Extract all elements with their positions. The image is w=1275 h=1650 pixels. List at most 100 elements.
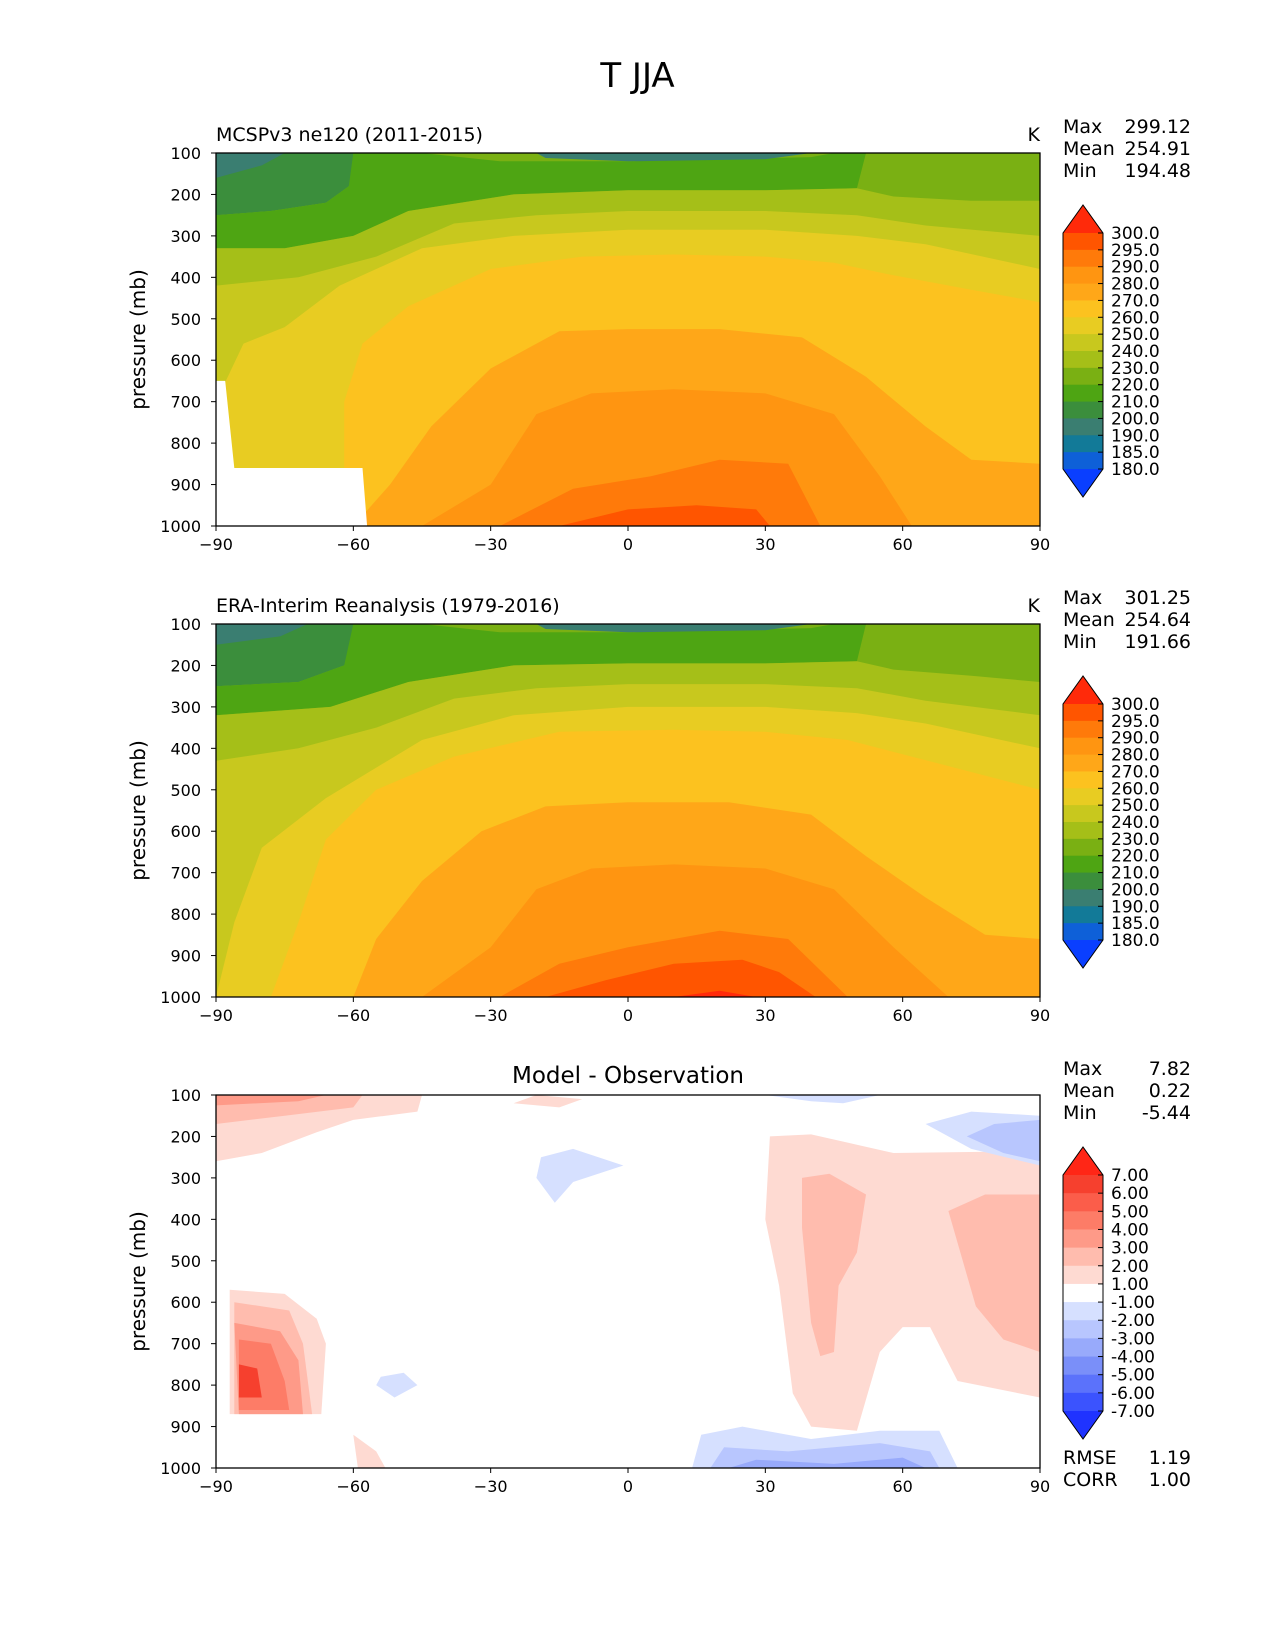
colorbar-level-label: 200.0 bbox=[1111, 880, 1160, 900]
panel-title-left: MCSPv3 ne120 (2011-2015) bbox=[216, 124, 483, 146]
contour-band-4 bbox=[513, 1095, 583, 1108]
contour-fills bbox=[216, 153, 1040, 526]
stat-row: Max 301.25 bbox=[1063, 587, 1191, 609]
colorbar-swatch bbox=[1063, 1374, 1103, 1394]
stat-row: Mean 0.22 bbox=[1063, 1080, 1191, 1102]
y-tick-label: 800 bbox=[170, 905, 201, 924]
stat-label: Max bbox=[1063, 116, 1103, 138]
stat-value: 194.48 bbox=[1124, 160, 1191, 182]
y-tick-label: 700 bbox=[170, 1335, 201, 1354]
x-tick-label: 60 bbox=[892, 1006, 912, 1025]
colorbar-swatch bbox=[1063, 889, 1103, 907]
colorbar-swatch bbox=[1063, 283, 1103, 301]
panel-title-left: ERA-Interim Reanalysis (1979-2016) bbox=[216, 595, 560, 617]
y-tick-label: 800 bbox=[170, 434, 201, 453]
colorbar-swatch bbox=[1063, 1302, 1103, 1321]
y-axis-label: pressure (mb) bbox=[126, 269, 150, 410]
contour-band-3 bbox=[216, 1095, 326, 1106]
contour-band-2 bbox=[216, 624, 308, 645]
stat-value: 254.64 bbox=[1124, 609, 1191, 631]
colorbar-level-label: 7.00 bbox=[1111, 1166, 1149, 1186]
stats-box: Max 299.12 Mean 254.91 Min 194.48 bbox=[1063, 116, 1191, 182]
x-tick-label: 30 bbox=[755, 535, 775, 554]
colorbar-swatch bbox=[1063, 704, 1103, 722]
y-tick-label: 900 bbox=[170, 1418, 201, 1437]
stat-value: 191.66 bbox=[1124, 631, 1191, 653]
colorbar-swatch bbox=[1063, 401, 1103, 419]
x-tick-label: 90 bbox=[1030, 1477, 1050, 1496]
contour-band-10 bbox=[422, 864, 949, 997]
colorbar-swatch bbox=[1063, 754, 1103, 772]
colorbar-swatch bbox=[1063, 1356, 1103, 1376]
y-tick-label: 100 bbox=[170, 615, 201, 634]
x-tick-label: 0 bbox=[623, 1477, 633, 1496]
colorbar-level-label: 6.00 bbox=[1111, 1184, 1149, 1204]
colorbar-level-label: 3.00 bbox=[1111, 1239, 1149, 1259]
x-tick-label: −90 bbox=[199, 1006, 233, 1025]
x-tick-label: 30 bbox=[755, 1477, 775, 1496]
colorbar-swatch bbox=[1063, 737, 1103, 756]
colorbar-extend-bottom bbox=[1063, 940, 1103, 968]
colorbar: 300.0295.0290.0280.0270.0260.0250.0240.0… bbox=[1062, 204, 1160, 498]
contour-fills bbox=[216, 624, 1040, 997]
units-label: K bbox=[1028, 595, 1041, 617]
x-tick-label: −30 bbox=[474, 535, 508, 554]
colorbar-swatch bbox=[1063, 1392, 1103, 1412]
y-tick-label: 300 bbox=[170, 698, 201, 717]
y-tick-label: 700 bbox=[170, 393, 201, 412]
y-tick-label: 1000 bbox=[160, 1459, 201, 1478]
stat-row: Max 7.82 bbox=[1063, 1058, 1191, 1080]
colorbar-swatch bbox=[1063, 1247, 1103, 1267]
contour-band-12 bbox=[545, 959, 816, 997]
colorbar-level-label: 230.0 bbox=[1111, 359, 1160, 379]
stats-box: Max 7.82 Mean 0.22 Min -5.44 bbox=[1063, 1058, 1191, 1124]
stat-value: 0.22 bbox=[1148, 1080, 1191, 1102]
contour-band-1 bbox=[216, 153, 354, 216]
stat-label: CORR bbox=[1063, 1469, 1118, 1491]
y-tick-label: 200 bbox=[170, 656, 201, 675]
x-tick-label: 60 bbox=[892, 535, 912, 554]
colorbar-swatch bbox=[1063, 1175, 1103, 1194]
y-axis-label: pressure (mb) bbox=[126, 1211, 150, 1352]
colorbar-swatch bbox=[1063, 923, 1103, 941]
stat-value: 254.91 bbox=[1124, 138, 1191, 160]
colorbar-level-label: 290.0 bbox=[1111, 729, 1160, 749]
colorbar-level-label: -3.00 bbox=[1111, 1329, 1155, 1349]
colorbar-swatch bbox=[1063, 838, 1103, 857]
colorbar-level-label: 220.0 bbox=[1111, 376, 1160, 396]
colorbar-extend-bottom bbox=[1063, 1411, 1103, 1439]
x-tick-label: −60 bbox=[336, 1477, 370, 1496]
colorbar-level-label: 300.0 bbox=[1111, 695, 1160, 715]
colorbar-level-label: 200.0 bbox=[1111, 409, 1160, 429]
stat-value: -5.44 bbox=[1141, 1102, 1191, 1124]
colorbar-swatch bbox=[1063, 384, 1103, 403]
colorbar-level-label: 295.0 bbox=[1111, 241, 1160, 261]
y-tick-label: 200 bbox=[170, 1127, 201, 1146]
stat-label: Min bbox=[1063, 1102, 1097, 1124]
y-tick-label: 200 bbox=[170, 185, 201, 204]
colorbar-swatch bbox=[1063, 771, 1103, 789]
stats-box: Max 301.25 Mean 254.64 Min 191.66 bbox=[1063, 587, 1191, 653]
y-tick-label: 600 bbox=[170, 1293, 201, 1312]
stat-row: Min 194.48 bbox=[1063, 160, 1191, 182]
colorbar-extend-bottom bbox=[1063, 469, 1103, 497]
colorbar: 300.0295.0290.0280.0270.0260.0250.0240.0… bbox=[1062, 675, 1160, 969]
colorbar-swatch bbox=[1063, 1193, 1103, 1212]
stat-value: 1.00 bbox=[1148, 1469, 1191, 1491]
y-tick-label: 300 bbox=[170, 227, 201, 246]
colorbar-swatch bbox=[1063, 266, 1103, 285]
contour-fills bbox=[216, 1095, 1040, 1468]
y-tick-label: 900 bbox=[170, 476, 201, 495]
stat-label: Mean bbox=[1063, 138, 1115, 160]
panel-model: −90 −60 −30 0 30 60 90 100 200 300 400 500 600 700 800… bbox=[0, 0, 1275, 554]
stat-label: RMSE bbox=[1063, 1447, 1117, 1469]
colorbar-swatch bbox=[1063, 822, 1103, 840]
contour-band-9 bbox=[238, 1364, 262, 1398]
colorbar-level-label: -5.00 bbox=[1111, 1366, 1155, 1386]
figure-title: T JJA bbox=[600, 56, 675, 96]
colorbar-level-label: 220.0 bbox=[1111, 847, 1160, 867]
contour-band-4 bbox=[536, 624, 812, 633]
y-tick-label: 600 bbox=[170, 822, 201, 841]
stat-value: 1.19 bbox=[1148, 1447, 1191, 1469]
